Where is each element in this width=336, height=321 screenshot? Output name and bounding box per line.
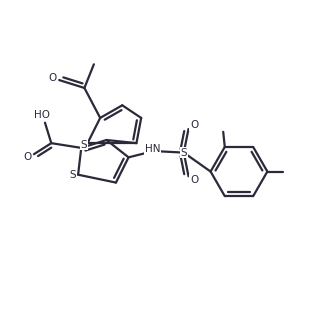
Text: O: O [24,152,32,162]
Text: S: S [69,170,76,180]
Text: S: S [80,140,87,150]
Text: O: O [190,120,198,130]
Text: S: S [180,148,187,158]
Text: O: O [48,74,56,83]
Text: O: O [190,175,198,185]
Text: HO: HO [34,110,50,120]
Text: HN: HN [145,144,161,154]
